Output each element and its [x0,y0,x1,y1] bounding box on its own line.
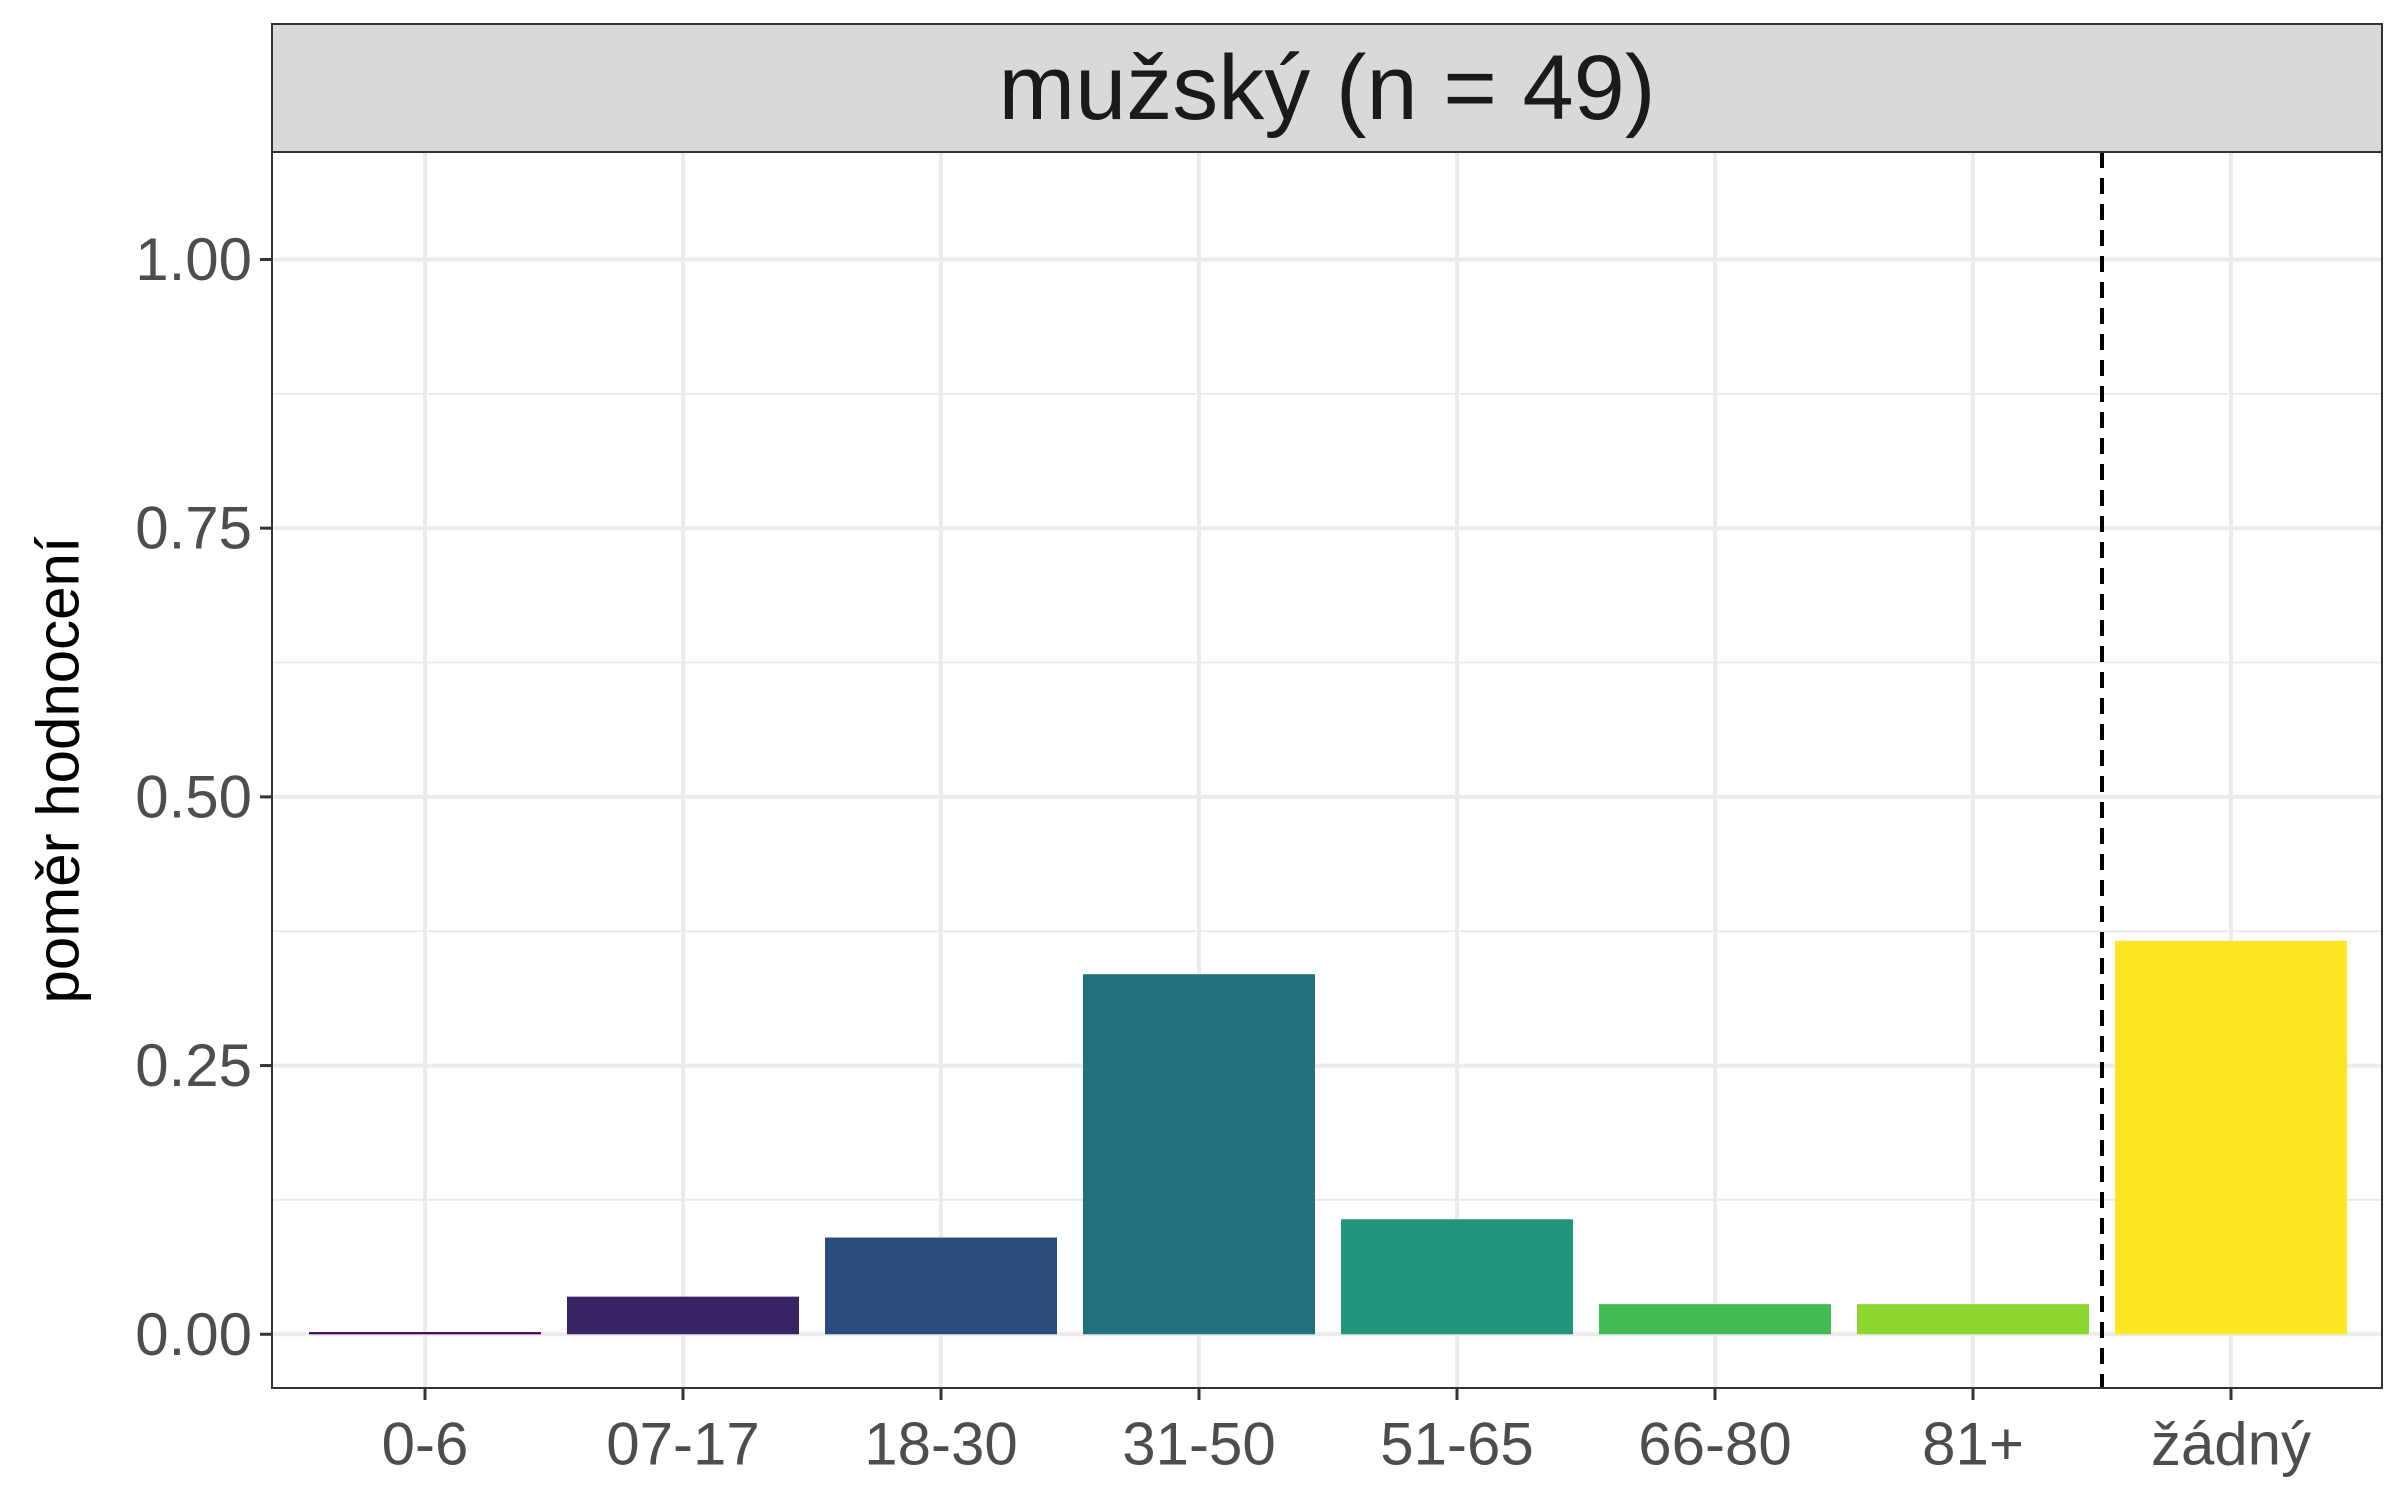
x-tick-label: 07-17 [606,1411,759,1478]
bar-0-6 [309,1332,541,1335]
bar-66-80 [1599,1304,1831,1335]
bar-31-50 [1083,974,1315,1335]
y-tick-label: 0.00 [135,1301,252,1368]
bar-81+ [1857,1304,2089,1335]
chart-title: mužský (n = 49) [999,37,1656,139]
y-tick-label: 0.50 [135,763,252,830]
bar-18-30 [825,1237,1057,1335]
y-axis: 0.00 0.25 0.50 0.75 1.00 [135,226,272,1368]
x-tick-label: žádný [2151,1411,2311,1478]
y-tick-label: 0.75 [135,495,252,562]
y-axis-title: poměr hodnocení [25,536,92,1003]
x-tick-label: 31-50 [1122,1411,1275,1478]
x-tick-label: 0-6 [382,1411,469,1478]
facet-strip [271,23,2383,153]
y-tick-label: 0.25 [135,1032,252,1099]
bars [309,940,2347,1335]
plot-background [272,152,2382,1388]
bar-07-17 [567,1296,799,1335]
x-tick-label: 51-65 [1380,1411,1533,1478]
x-axis: 0-6 07-17 18-30 31-50 51-65 66-80 81+ žádný [382,1388,2311,1478]
bar-51-65 [1341,1219,1573,1335]
y-tick-label: 1.00 [135,226,252,293]
x-tick-label: 66-80 [1638,1411,1791,1478]
bar-žádný [2115,940,2347,1335]
x-tick-label: 18-30 [864,1411,1017,1478]
x-tick-label: 81+ [1922,1411,2024,1478]
